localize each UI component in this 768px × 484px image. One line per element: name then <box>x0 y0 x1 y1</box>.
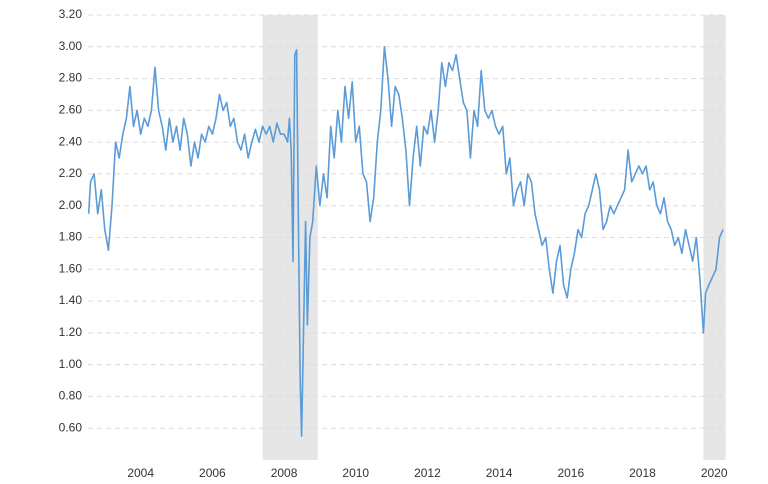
y-tick-label: 3.20 <box>59 7 83 21</box>
y-tick-label: 3.00 <box>59 39 83 53</box>
y-tick-label: 2.00 <box>59 198 83 212</box>
y-tick-label: 1.00 <box>59 357 83 371</box>
x-tick-label: 2016 <box>557 466 584 480</box>
y-tick-label: 1.40 <box>59 293 83 307</box>
recession-band <box>703 15 726 460</box>
y-tick-label: 0.80 <box>59 389 83 403</box>
y-tick-label: 2.60 <box>59 103 83 117</box>
y-tick-label: 2.20 <box>59 166 83 180</box>
x-tick-label: 2020 <box>701 466 728 480</box>
x-tick-label: 2012 <box>414 466 441 480</box>
y-tick-label: 1.80 <box>59 230 83 244</box>
y-tick-label: 2.80 <box>59 71 83 85</box>
data-line <box>87 46 724 437</box>
y-tick-label: 0.60 <box>59 420 83 434</box>
x-tick-label: 2014 <box>486 466 513 480</box>
x-tick-label: 2006 <box>199 466 226 480</box>
y-tick-label: 1.60 <box>59 261 83 275</box>
x-tick-label: 2010 <box>342 466 369 480</box>
x-tick-label: 2004 <box>127 466 154 480</box>
x-tick-label: 2018 <box>629 466 656 480</box>
y-tick-label: 1.20 <box>59 325 83 339</box>
x-tick-label: 2008 <box>271 466 298 480</box>
y-tick-label: 2.40 <box>59 134 83 148</box>
